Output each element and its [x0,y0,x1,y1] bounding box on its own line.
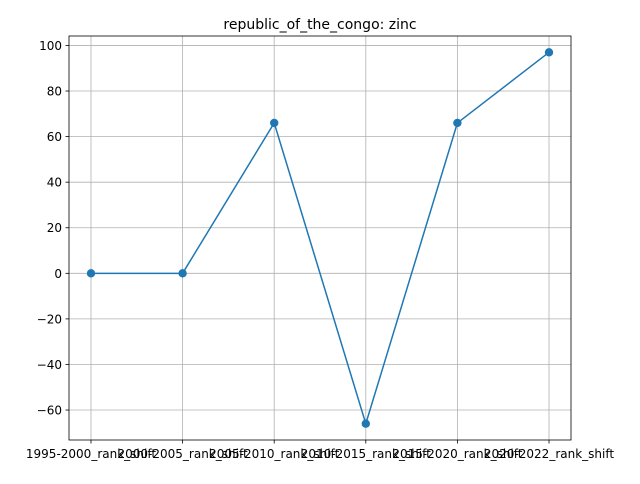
axes [65,35,572,444]
y-tick-label: 40 [47,176,62,190]
y-tick-label: −40 [37,358,62,372]
y-tick-label: 100 [39,39,62,53]
y-tick-label: 80 [47,85,62,99]
y-tick-label: −20 [37,312,62,326]
x-tick-label: 1995-2000_rank_shift [26,447,156,461]
y-tick-label: 60 [47,130,62,144]
x-tick-label: 2020-2022_rank_shift [484,447,614,461]
y-tick-label: 20 [47,221,62,235]
data-point [361,419,370,428]
data-point [270,118,279,128]
data-point [453,118,462,128]
grid [69,36,571,440]
series-layer [86,48,554,428]
x-tick-label: 2015-2020_rank_shift [392,447,522,461]
tick-labels: 1995-2000_rank_shift2000-2005_rank_shift… [26,39,614,461]
x-tick-label: 2010-2015_rank_shift [301,447,431,461]
series-line [91,51,550,425]
x-tick-label: 2005-2010_rank_shift [209,447,339,461]
x-tick-label: 2000-2005_rank_shift [118,447,248,461]
data-point [544,48,554,57]
plot-frame [68,35,572,441]
chart-title: republic_of_the_congo: zinc [223,17,416,33]
data-point [178,269,187,278]
y-tick-label: −60 [37,404,62,418]
y-tick-label: 0 [54,267,62,281]
data-point [86,269,96,278]
